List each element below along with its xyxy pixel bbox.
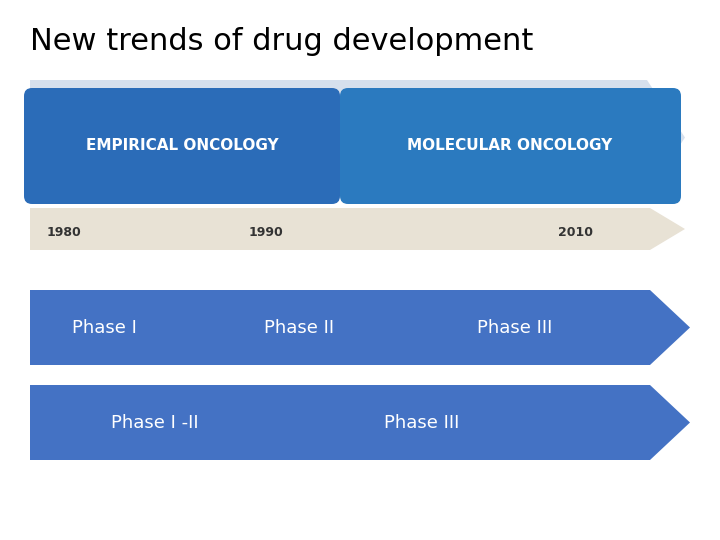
Text: New trends of drug development: New trends of drug development [30, 28, 534, 57]
FancyBboxPatch shape [340, 88, 681, 204]
FancyBboxPatch shape [24, 88, 340, 204]
Polygon shape [30, 385, 690, 460]
Text: 1980: 1980 [47, 226, 81, 240]
Text: MOLECULAR ONCOLOGY: MOLECULAR ONCOLOGY [408, 138, 613, 153]
Text: 1990: 1990 [248, 226, 283, 240]
Polygon shape [30, 290, 690, 365]
Text: Phase I -II: Phase I -II [111, 414, 199, 432]
Text: Phase II: Phase II [264, 319, 334, 337]
Text: Phase I: Phase I [72, 319, 137, 337]
Polygon shape [30, 80, 685, 195]
Text: EMPIRICAL ONCOLOGY: EMPIRICAL ONCOLOGY [86, 138, 279, 153]
Text: Phase III: Phase III [384, 414, 459, 432]
Polygon shape [30, 208, 685, 250]
Text: 2010: 2010 [558, 226, 593, 240]
Text: Phase III: Phase III [477, 319, 552, 337]
